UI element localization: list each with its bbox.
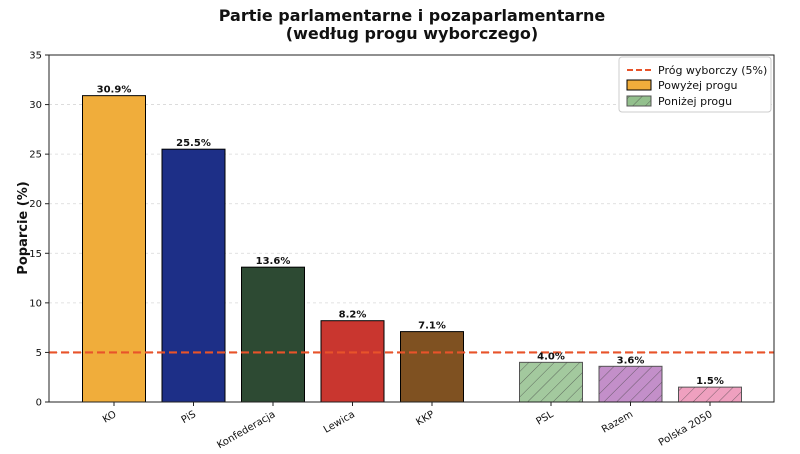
x-axis-ticks: KO PiS Konfederacja Lewica KKP PSL Razem Polska…	[101, 402, 715, 451]
value-label: 25.5%	[176, 138, 211, 149]
legend-box	[618, 56, 772, 113]
y-tick-label: 20	[29, 199, 42, 210]
value-labels: 30.9% 25.5% 13.6% 8.2% 7.1% 4.0% 3.6% 1.5%	[97, 85, 724, 387]
value-label: 13.6%	[256, 256, 291, 267]
value-label: 7.1%	[418, 321, 446, 332]
legend-below-label: Poniżej progu	[658, 95, 732, 108]
y-tick-label: 10	[29, 298, 42, 309]
x-tick-label: KO	[101, 409, 119, 426]
legend: Próg wyborczy (5%) Powyżej progu Poniżej…	[618, 56, 772, 113]
x-tick-label: PiS	[180, 409, 198, 426]
y-tick-label: 15	[29, 249, 42, 260]
x-tick-label: KKP	[414, 409, 436, 428]
value-label: 1.5%	[696, 376, 724, 387]
x-tick-label: PSL	[534, 409, 555, 428]
bar	[161, 148, 226, 403]
chart-title: Partie parlamentarne i pozaparlamentarne	[219, 6, 606, 25]
bars-group	[82, 95, 742, 403]
y-axis-label: Poparcie (%)	[16, 181, 31, 274]
x-tick-label: Razem	[600, 409, 635, 436]
y-axis-ticks: 0 5 10 15 20 25 30 35	[29, 51, 49, 409]
y-tick-label: 35	[29, 51, 42, 62]
plot-frame	[48, 54, 775, 403]
chart-subtitle: (według progu wyborczego)	[286, 24, 538, 43]
bar	[400, 331, 464, 403]
y-tick-label: 25	[29, 150, 42, 161]
x-tick-label: Konfederacja	[215, 409, 277, 451]
value-label: 3.6%	[617, 355, 645, 366]
bar-hatch	[678, 387, 742, 402]
bar	[82, 95, 146, 403]
legend-below-hatch	[627, 96, 651, 106]
y-tick-label: 30	[29, 100, 42, 111]
value-label: 4.0%	[537, 351, 565, 362]
bar-hatch	[519, 362, 583, 402]
y-tick-label: 5	[36, 348, 42, 359]
legend-above-swatch	[626, 79, 652, 91]
legend-above-label: Powyżej progu	[658, 79, 738, 92]
legend-threshold-label: Próg wyborczy (5%)	[658, 64, 767, 77]
x-tick-label: Lewica	[322, 409, 357, 436]
grid-lines	[49, 104, 774, 353]
bar	[241, 266, 305, 403]
bar	[320, 320, 385, 403]
value-label: 30.9%	[97, 85, 132, 96]
x-tick-label: Polska 2050	[657, 409, 715, 449]
y-tick-label: 0	[36, 398, 42, 409]
bar-hatch	[599, 366, 662, 402]
value-label: 8.2%	[339, 310, 367, 321]
